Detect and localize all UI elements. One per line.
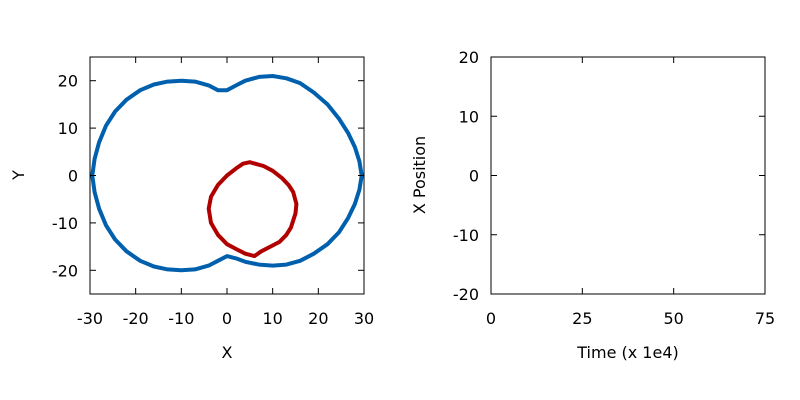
x-tick-label: 25 [572, 309, 592, 328]
y-tick-label: 0 [68, 167, 78, 186]
trajectory-series-1 [206, 160, 299, 259]
x-tick-label: 10 [262, 309, 282, 328]
y-tick-label: 10 [58, 119, 78, 138]
x-tick-label: 30 [354, 309, 374, 328]
tick-marks [89, 57, 365, 294]
x-tick-label: 0 [222, 309, 232, 328]
tick-labels: 0 25 50 75 -20 -10 0 10 20 [453, 48, 775, 328]
trajectory-series-0 [90, 74, 364, 273]
x-tick-label: -20 [123, 309, 149, 328]
y-tick-label: 20 [58, 72, 78, 91]
plot-frame [490, 56, 766, 295]
y-tick-label: -20 [52, 261, 78, 280]
x-position-chart: 0 25 50 75 -20 -10 0 10 20 Time (x 1e4) X Positi… [410, 48, 775, 362]
y-axis-label: X Position [410, 136, 429, 214]
y-tick-label: 20 [459, 48, 479, 67]
y-tick-label: -20 [453, 285, 479, 304]
x-tick-label: 20 [308, 309, 328, 328]
x-tick-label: 50 [663, 309, 683, 328]
trajectory-chart: -30 -20 -10 0 10 20 30 -20 -10 0 10 20 X Y [9, 56, 374, 362]
tick-labels: -30 -20 -10 0 10 20 30 -20 -10 0 10 20 [52, 72, 374, 328]
x-tick-label: 0 [486, 309, 496, 328]
x-tick-label: -10 [168, 309, 194, 328]
y-axis-label: Y [9, 170, 28, 181]
y-tick-label: -10 [52, 214, 78, 233]
y-tick-label: 10 [459, 107, 479, 126]
x-tick-label: 75 [755, 309, 775, 328]
tick-marks [490, 56, 766, 295]
y-tick-label: 0 [469, 167, 479, 186]
y-tick-label: -10 [453, 226, 479, 245]
x-axis-label: Time (x 1e4) [576, 343, 678, 362]
trajectory-marks [90, 74, 364, 273]
x-axis-label: X [222, 343, 233, 362]
x-tick-label: -30 [77, 309, 103, 328]
